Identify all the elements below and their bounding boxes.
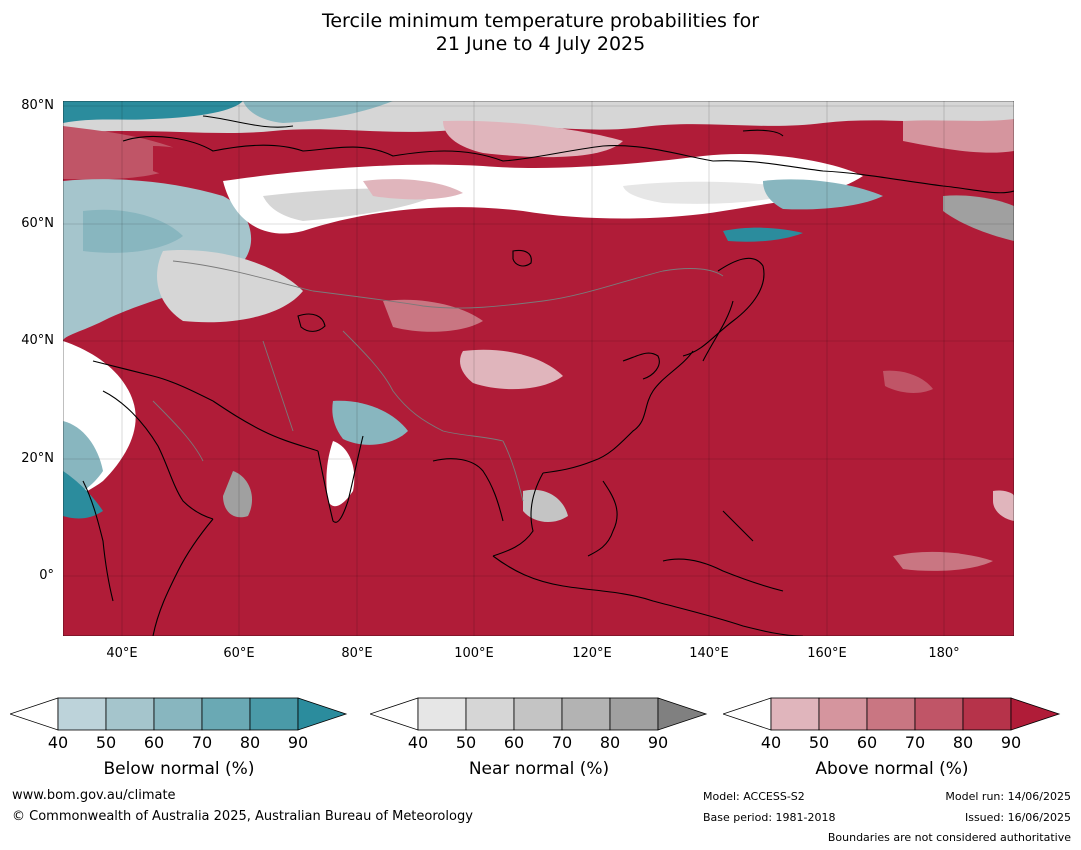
colorbar-segment — [201, 697, 251, 731]
colorbar-tick: 50 — [808, 733, 830, 752]
coastlines — [82, 115, 1014, 636]
colorbar-segment — [370, 697, 419, 731]
region-near-normal-yakutia — [623, 181, 803, 204]
lon-label-100e: 100°E — [454, 646, 494, 661]
region-neutral-india-south — [326, 441, 355, 507]
colorbar-above-normal — [723, 697, 1061, 731]
lon-label-140e: 140°E — [689, 646, 729, 661]
region-below-normal-kolyma — [763, 179, 883, 210]
probability-map — [63, 101, 1014, 636]
colorbar-segment — [770, 697, 820, 731]
region-above-normal-ob — [363, 179, 463, 200]
colorbar-segment — [417, 697, 467, 731]
colorbar-below-normal — [10, 697, 348, 731]
region-below-normal-okhotsk — [723, 227, 803, 242]
colorbar-label-below-normal: Below normal (%) — [103, 759, 255, 779]
colorbar-tick: 90 — [287, 733, 309, 752]
region-below-normal-india-north — [332, 400, 408, 445]
colorbar-tick: 40 — [760, 733, 782, 752]
lon-label-80e: 80°E — [341, 646, 373, 661]
region-neutral-siberia — [223, 153, 863, 234]
map-title-line2: 21 June to 4 July 2025 — [435, 33, 646, 55]
colorbar-segment — [818, 697, 868, 731]
colorbar-tick: 60 — [143, 733, 165, 752]
colorbar-segment — [465, 697, 515, 731]
colorbar-segment — [513, 697, 563, 731]
lon-label-120e: 120°E — [572, 646, 612, 661]
colorbar-segment — [1010, 697, 1061, 731]
region-near-normal-bering — [943, 195, 1014, 241]
colorbar-segment — [105, 697, 155, 731]
region-near-normal-arabian-sea — [223, 471, 253, 518]
colorbar-segment — [297, 697, 348, 731]
colorbar-near-normal — [370, 697, 708, 731]
region-above-normal-tibet — [460, 349, 563, 390]
colorbar-tick: 90 — [1000, 733, 1022, 752]
colorbar-tick: 90 — [647, 733, 669, 752]
country-borders — [152, 260, 724, 502]
colorbar-segment — [723, 697, 772, 731]
footer-url: www.bom.gov.au/climate — [12, 788, 176, 803]
colorbar-segment — [10, 697, 59, 731]
region-below-normal-kara — [243, 101, 393, 123]
lat-label-60n: 60°N — [21, 216, 54, 231]
region-near-normal-kazakhstan — [157, 250, 303, 323]
region-below-normal-core — [83, 209, 183, 253]
lon-label-60e: 60°E — [223, 646, 255, 661]
colorbar-label-above-normal: Above normal (%) — [815, 759, 969, 779]
colorbar-tick: 50 — [95, 733, 117, 752]
lat-label-equator: 0° — [39, 568, 54, 583]
colorbar-segment — [962, 697, 1012, 731]
colorbar-tick: 60 — [503, 733, 525, 752]
colorbar-label-near-normal: Near normal (%) — [468, 759, 610, 779]
colorbar-tick: 60 — [856, 733, 878, 752]
footer-model-run: Model run: 14/06/2025 — [945, 790, 1071, 803]
colorbar-tick: 70 — [191, 733, 213, 752]
region-near-normal-south-china-sea — [523, 489, 568, 523]
colorbar-tick: 80 — [599, 733, 621, 752]
colorbar-segment — [249, 697, 299, 731]
colorbar-segment — [153, 697, 203, 731]
footer-model: Model: ACCESS-S2 — [703, 790, 805, 803]
lat-label-20n: 20°N — [21, 451, 54, 466]
colorbar-tick: 70 — [904, 733, 926, 752]
region-below-normal-barents — [63, 101, 243, 123]
colorbar-segment — [561, 697, 611, 731]
lat-label-80n: 80°N — [21, 98, 54, 113]
colorbar-segment — [57, 697, 107, 731]
lon-label-180: 180° — [928, 646, 960, 661]
colorbar-segment — [657, 697, 708, 731]
colorbar-tick: 80 — [239, 733, 261, 752]
footer-issued: Issued: 16/06/2025 — [964, 811, 1071, 824]
colorbar-tick: 40 — [47, 733, 69, 752]
colorbar-tick: 40 — [407, 733, 429, 752]
footer-base-period: Base period: 1981-2018 — [703, 811, 836, 824]
colorbar-tick: 80 — [952, 733, 974, 752]
colorbar-segment — [609, 697, 659, 731]
footer-disclaimer: Boundaries are not considered authoritat… — [827, 831, 1071, 844]
region-above-normal-pacific-north — [883, 370, 933, 393]
region-above-normal-mongolia — [383, 299, 483, 332]
region-above-normal-chukotka — [903, 119, 1014, 153]
region-above-normal-pacific-south — [893, 551, 993, 571]
colorbar-segment — [914, 697, 964, 731]
region-above-normal-pacific-east — [993, 490, 1014, 521]
region-above-normal-central-siberia — [443, 120, 623, 158]
lon-label-40e: 40°E — [106, 646, 138, 661]
lat-label-40n: 40°N — [21, 333, 54, 348]
graticule — [63, 101, 1014, 636]
map-title-line1: Tercile minimum temperature probabilitie… — [321, 10, 760, 32]
colorbar-tick: 50 — [455, 733, 477, 752]
colorbar-tick: 70 — [551, 733, 573, 752]
region-above-normal-kola — [153, 146, 223, 178]
colorbar-segment — [866, 697, 916, 731]
footer-copyright: © Commonwealth of Australia 2025, Austra… — [12, 809, 473, 824]
lon-label-160e: 160°E — [807, 646, 847, 661]
